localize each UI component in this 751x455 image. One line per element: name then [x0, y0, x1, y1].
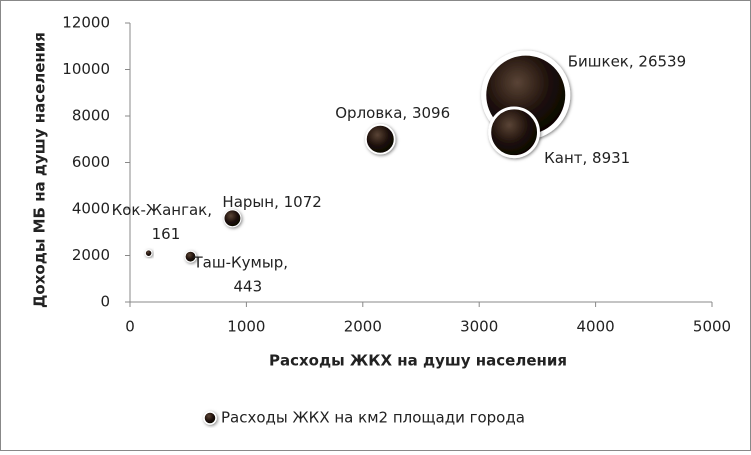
bubble: [488, 106, 540, 159]
legend-icon: [203, 411, 217, 425]
y-axis-title: Доходы МБ на душу населения: [31, 32, 49, 308]
y-tick-label: 4000: [72, 200, 110, 218]
bubble: [144, 249, 153, 257]
y-tick-label: 10000: [62, 60, 110, 78]
x-tick-label: 1000: [227, 318, 265, 336]
legend-label: Расходы ЖКХ на км2 площади города: [221, 409, 525, 427]
y-tick-label: 6000: [72, 153, 110, 171]
y-tick-label: 12000: [62, 14, 110, 32]
y-tick-label: 2000: [72, 246, 110, 264]
y-tick-label: 0: [100, 293, 110, 311]
x-axis-title: Расходы ЖКХ на душу населения: [269, 352, 567, 370]
data-label: Кант, 8931: [544, 149, 630, 167]
bubble: [223, 209, 242, 228]
data-label: Кок-Жангак, 161: [112, 201, 212, 243]
x-tick-label: 0: [125, 318, 135, 336]
x-tick-label: 2000: [344, 318, 382, 336]
bubble: [184, 250, 197, 263]
x-tick-label: 5000: [693, 318, 731, 336]
data-label: Орловка, 3096: [335, 104, 450, 122]
data-label: Таш-Кумыр, 443: [193, 253, 288, 295]
data-label: Нарын, 1072: [222, 193, 321, 211]
data-label: Бишкек, 26539: [568, 53, 686, 71]
x-tick-label: 3000: [460, 318, 498, 336]
bubble: [365, 124, 396, 155]
x-tick-label: 4000: [577, 318, 615, 336]
y-tick-label: 8000: [72, 107, 110, 125]
